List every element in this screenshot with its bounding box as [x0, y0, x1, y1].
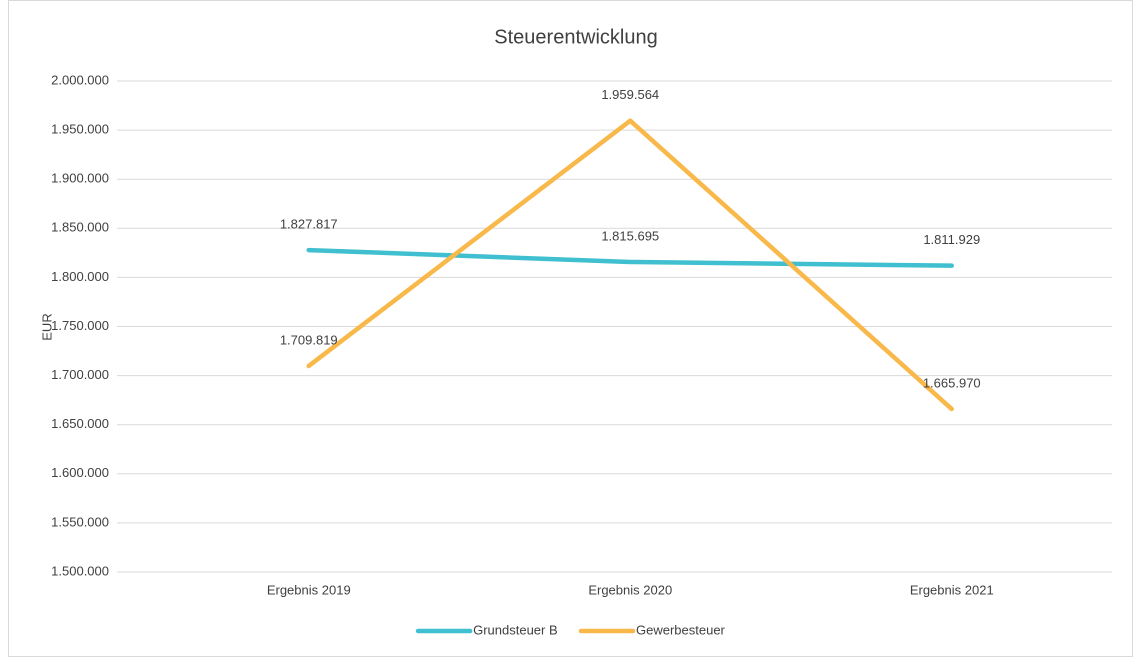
y-tick-label: 1.800.000: [51, 269, 109, 284]
legend-label: Gewerbesteuer: [636, 622, 726, 637]
legend-label: Grundsteuer B: [473, 622, 558, 637]
y-tick-label: 1.900.000: [51, 171, 109, 186]
data-label: 1.815.695: [601, 228, 659, 243]
y-tick-label: 2.000.000: [51, 72, 109, 87]
data-label: 1.665.970: [923, 375, 981, 390]
y-tick-label: 1.750.000: [51, 318, 109, 333]
series-line: [306, 118, 954, 412]
data-label: 1.827.817: [280, 217, 338, 232]
y-tick-label: 1.550.000: [51, 514, 109, 529]
x-tick-label: Ergebnis 2020: [588, 582, 672, 597]
y-tick-label: 1.850.000: [51, 220, 109, 235]
y-tick-label: 1.500.000: [51, 563, 109, 578]
data-label: 1.959.564: [601, 87, 659, 102]
y-axis-label: EUR: [39, 313, 54, 340]
data-label: 1.811.929: [923, 232, 980, 247]
x-tick-label: Ergebnis 2019: [267, 582, 351, 597]
y-tick-label: 1.950.000: [51, 122, 109, 137]
y-tick-label: 1.700.000: [51, 367, 109, 382]
chart-title: Steuerentwicklung: [494, 26, 657, 48]
y-tick-label: 1.600.000: [51, 465, 109, 480]
series-line: [306, 247, 954, 268]
data-label: 1.709.819: [280, 332, 338, 347]
x-tick-label: Ergebnis 2021: [910, 582, 994, 597]
y-tick-label: 1.650.000: [51, 416, 109, 431]
chart-frame: [8, 0, 1133, 657]
